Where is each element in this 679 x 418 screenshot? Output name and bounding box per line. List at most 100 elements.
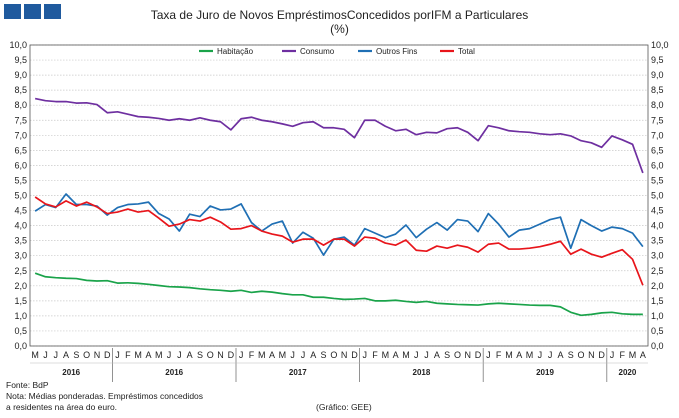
logo-block xyxy=(24,4,41,19)
y-tick-label-right: 8,0 xyxy=(651,100,664,110)
source-note: Fonte: BdP xyxy=(6,380,49,390)
y-tick-label-right: 0,5 xyxy=(651,326,664,336)
y-tick-label-right: 9,5 xyxy=(651,55,664,65)
y-tick-label-right: 2,5 xyxy=(651,266,664,276)
x-tick-label: A xyxy=(63,350,69,360)
y-tick-label-left: 5,0 xyxy=(14,191,27,201)
x-tick-label: J xyxy=(290,350,295,360)
chart-title: Taxa de Juro de Novos EmpréstimosConcedi… xyxy=(150,8,529,22)
legend-item: Habitação xyxy=(199,47,254,56)
y-tick-label-right: 4,5 xyxy=(651,206,664,216)
y-tick-label-right: 6,0 xyxy=(651,160,664,170)
x-tick-label: J xyxy=(43,350,48,360)
x-tick-label: N xyxy=(217,350,224,360)
x-tick-label: O xyxy=(330,350,337,360)
year-label: 2019 xyxy=(536,368,554,377)
y-tick-label-right: 7,5 xyxy=(651,115,664,125)
x-tick-label: A xyxy=(640,350,646,360)
y-tick-label-left: 3,5 xyxy=(14,236,27,246)
legend-item: Consumo xyxy=(282,47,335,56)
y-tick-label-right: 7,0 xyxy=(651,130,664,140)
year-label: 2020 xyxy=(619,368,637,377)
x-tick-label: F xyxy=(125,350,131,360)
x-tick-label: J xyxy=(167,350,172,360)
y-tick-label-left: 8,0 xyxy=(14,100,27,110)
y-tick-label-left: 7,0 xyxy=(14,130,27,140)
y-tick-label-right: 1,0 xyxy=(651,311,664,321)
x-tick-label: J xyxy=(239,350,244,360)
x-tick-label: D xyxy=(598,350,605,360)
x-tick-label: M xyxy=(402,350,410,360)
x-tick-label: J xyxy=(548,350,553,360)
year-label: 2018 xyxy=(413,368,431,377)
y-tick-label-left: 9,5 xyxy=(14,55,27,65)
x-tick-label: J xyxy=(177,350,182,360)
note-line-2: a residentes na área do euro. xyxy=(6,402,118,412)
legend-label: Consumo xyxy=(300,47,335,56)
x-tick-label: J xyxy=(301,350,306,360)
x-tick-label: M xyxy=(31,350,39,360)
x-tick-label: F xyxy=(372,350,378,360)
y-tick-label-right: 5,5 xyxy=(651,175,664,185)
x-tick-label: A xyxy=(310,350,316,360)
y-tick-label-left: 2,0 xyxy=(14,281,27,291)
legend-label: Outros Fins xyxy=(376,47,417,56)
legend-label: Total xyxy=(458,47,475,56)
x-tick-label: D xyxy=(351,350,358,360)
y-tick-label-left: 4,5 xyxy=(14,206,27,216)
x-tick-label: A xyxy=(187,350,193,360)
x-tick-label: A xyxy=(145,350,151,360)
y-tick-label-right: 9,0 xyxy=(651,70,664,80)
y-tick-label-left: 10,0 xyxy=(9,40,27,50)
legend-item: Total xyxy=(440,47,475,56)
x-tick-label: O xyxy=(207,350,214,360)
x-tick-label: N xyxy=(341,350,348,360)
x-tick-label: M xyxy=(505,350,513,360)
y-tick-label-left: 3,0 xyxy=(14,251,27,261)
year-label: 2016 xyxy=(62,368,80,377)
y-tick-label-left: 0,5 xyxy=(14,326,27,336)
y-tick-label-right: 5,0 xyxy=(651,191,664,201)
note-line-1: Nota: Médias ponderadas. Empréstimos con… xyxy=(6,391,204,401)
y-tick-label-left: 8,5 xyxy=(14,85,27,95)
x-tick-label: M xyxy=(526,350,534,360)
x-tick-label: M xyxy=(134,350,142,360)
x-tick-label: D xyxy=(475,350,482,360)
x-tick-label: M xyxy=(382,350,390,360)
x-tick-label: A xyxy=(516,350,522,360)
year-label: 2016 xyxy=(165,368,183,377)
y-tick-label-right: 2,0 xyxy=(651,281,664,291)
y-tick-label-right: 6,5 xyxy=(651,145,664,155)
x-tick-label: M xyxy=(155,350,163,360)
y-tick-label-left: 1,0 xyxy=(14,311,27,321)
y-tick-label-left: 4,0 xyxy=(14,221,27,231)
x-tick-label: F xyxy=(249,350,255,360)
x-tick-label: A xyxy=(434,350,440,360)
x-tick-label: M xyxy=(629,350,637,360)
series-line-habita-o xyxy=(34,272,643,317)
y-tick-label-right: 4,0 xyxy=(651,221,664,231)
x-tick-label: O xyxy=(454,350,461,360)
x-tick-label: J xyxy=(538,350,543,360)
bdp-logo-icon xyxy=(4,4,61,19)
x-tick-label: M xyxy=(258,350,266,360)
legend-item: Outros Fins xyxy=(358,47,417,56)
x-tick-label: D xyxy=(228,350,235,360)
x-tick-label: J xyxy=(424,350,429,360)
y-tick-label-left: 9,0 xyxy=(14,70,27,80)
y-tick-label-right: 8,5 xyxy=(651,85,664,95)
x-tick-label: M xyxy=(279,350,287,360)
y-tick-label-right: 1,5 xyxy=(651,296,664,306)
legend-label: Habitação xyxy=(217,47,254,56)
year-label: 2017 xyxy=(289,368,307,377)
x-tick-label: S xyxy=(73,350,79,360)
series-line-total xyxy=(34,196,644,286)
x-tick-label: N xyxy=(94,350,101,360)
x-tick-label: J xyxy=(54,350,59,360)
x-tick-label: S xyxy=(321,350,327,360)
x-tick-label: J xyxy=(610,350,615,360)
x-tick-label: J xyxy=(486,350,491,360)
y-tick-label-left: 6,5 xyxy=(14,145,27,155)
y-tick-label-right: 3,5 xyxy=(651,236,664,246)
x-tick-label: A xyxy=(393,350,399,360)
